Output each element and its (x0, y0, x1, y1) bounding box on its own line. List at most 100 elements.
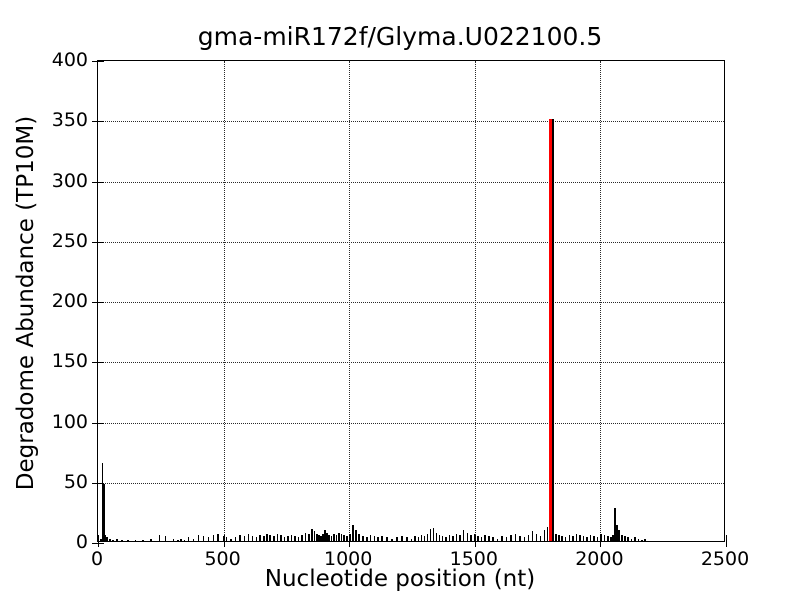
bar (177, 539, 179, 541)
bar (445, 537, 447, 541)
bar (192, 538, 195, 541)
x-axis-ticklabel: 1000 (324, 548, 373, 570)
bar (386, 537, 388, 541)
bar (247, 533, 250, 541)
bar (514, 533, 517, 541)
bar (426, 533, 429, 541)
bar (501, 536, 503, 541)
bar (492, 537, 494, 541)
bar (621, 534, 623, 541)
bar (488, 536, 490, 541)
x-axis-ticklabels: 0 500 1000 1500 2000 2500 (0, 548, 800, 578)
bar (338, 532, 340, 541)
bar (396, 537, 398, 541)
bar (322, 533, 324, 541)
bar (362, 536, 364, 541)
bar (391, 538, 393, 541)
bar (558, 534, 560, 541)
bar (555, 533, 557, 541)
bar (484, 534, 486, 541)
x-axis-ticklabel: 500 (204, 548, 241, 570)
bar (187, 537, 190, 541)
bar (134, 539, 137, 541)
bar (505, 537, 508, 541)
bar (212, 534, 215, 541)
bar (610, 537, 612, 541)
bar (349, 533, 351, 541)
bar (255, 537, 257, 541)
y-axis-ticklabel: 200 (51, 290, 88, 312)
bar (377, 537, 379, 541)
bar (369, 534, 372, 541)
bar (197, 534, 200, 541)
x-axis-ticklabel: 2000 (575, 548, 624, 570)
x-axis-ticklabel: 0 (90, 548, 104, 570)
bar (496, 538, 499, 541)
bar (455, 533, 458, 541)
bar (572, 536, 574, 541)
bar (283, 537, 286, 541)
bar (466, 532, 468, 541)
bar (473, 533, 476, 541)
bar (435, 532, 438, 541)
bar (333, 533, 335, 541)
bar (112, 539, 114, 541)
bar (546, 526, 549, 541)
plot-area (92, 60, 727, 547)
cleavage-site-bar (548, 119, 552, 541)
bar (106, 537, 108, 541)
bar (308, 533, 310, 541)
highlight-bar-layer (98, 61, 724, 541)
bar (335, 534, 338, 541)
gridline-vertical (223, 61, 225, 541)
bar (510, 534, 512, 541)
x-axis-tick (474, 535, 476, 547)
bar (589, 534, 592, 541)
bar (535, 533, 538, 541)
bar (607, 536, 609, 541)
bar (618, 530, 620, 541)
bar (420, 534, 423, 541)
bar (230, 538, 232, 541)
bar (158, 534, 161, 541)
bar (539, 536, 542, 541)
bar (579, 534, 581, 541)
y-axis-tick (92, 302, 104, 303)
bar (266, 533, 268, 541)
y-axis-tick (92, 121, 104, 123)
gridline-vertical (474, 61, 476, 541)
bar (552, 119, 554, 541)
y-axis-tick (92, 482, 104, 484)
bar (593, 536, 595, 541)
bar (614, 508, 616, 541)
x-axis-tick (600, 535, 602, 547)
bar (297, 537, 300, 541)
bar (311, 528, 313, 541)
bar (164, 536, 167, 541)
bar (287, 536, 289, 541)
bar (259, 534, 261, 541)
bar (561, 536, 563, 541)
bar (616, 525, 618, 541)
bar (225, 537, 228, 541)
bars-layer (98, 61, 724, 541)
bar (100, 538, 102, 541)
bar (239, 534, 241, 541)
bar (109, 538, 111, 541)
bar (290, 534, 293, 541)
y-axis-tick (92, 241, 104, 243)
bar (180, 538, 182, 541)
bar (527, 534, 530, 541)
bar (531, 531, 534, 541)
gridline-horizontal (98, 302, 724, 303)
bar (627, 537, 629, 541)
bar (523, 537, 526, 541)
bar (142, 539, 144, 541)
bar (234, 537, 237, 541)
bar (438, 534, 441, 541)
bar (320, 536, 322, 541)
gridline-horizontal (98, 241, 724, 243)
bar (352, 525, 354, 541)
bar (586, 537, 588, 541)
